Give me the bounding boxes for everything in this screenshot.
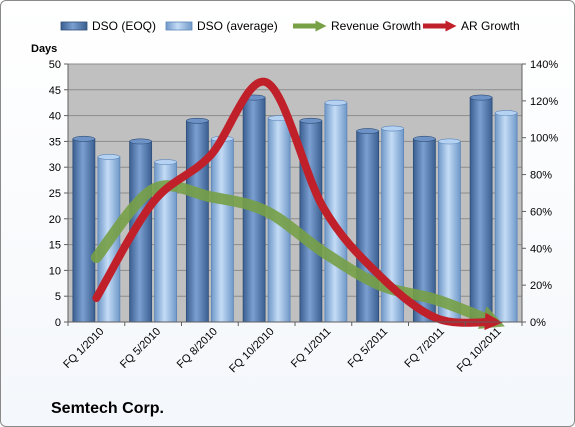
legend-item: AR Growth [423,19,520,33]
legend-label: DSO (average) [197,19,278,33]
ar-growth-line [92,77,503,331]
y-tick-label: 40 [49,111,61,123]
x-tick-label: FQ 10/2011 [455,326,504,375]
y2-tick-label: 120% [530,96,558,108]
legend-item: DSO (EOQ) [60,19,156,33]
bar-dso-average [381,125,405,323]
legend-swatch [165,21,193,31]
y2-tick-label: 0% [530,317,546,329]
company-name: Semtech Corp. [51,400,164,417]
bar-dso-average [210,135,234,323]
bar-dso-eoq [469,94,493,323]
x-tick-label: FQ 5/2010 [118,326,163,371]
y2-tick-label: 60% [530,206,552,218]
bar-dso-average [154,159,178,323]
bar-dso-eoq [356,128,380,323]
legend-label: DSO (EOQ) [92,19,156,33]
y2-tick-label: 100% [530,133,558,145]
legend: DSO (EOQ) DSO (average) Revenue Growth AR G… [60,19,520,33]
y-tick-label: 50 [49,59,61,71]
y-tick-label: 20 [49,214,61,226]
y2-tick-label: 140% [530,59,558,71]
revenue-growth-line [90,180,505,329]
x-tick-label: FQ 1/2010 [61,326,106,371]
x-tick-label: FQ 10/2010 [227,326,277,376]
y-tick-label: 25 [49,188,61,200]
y2-tick-label: 20% [530,280,552,292]
y2-tick-label: 80% [530,170,552,182]
legend-swatch [60,21,88,31]
bars [72,94,518,323]
y-tick-label: 0 [55,317,61,329]
y2-tick-label: 40% [530,243,552,255]
legend-item: DSO (average) [165,19,278,33]
x-tick-label: FQ 8/2010 [175,326,220,371]
legend-label: AR Growth [461,19,520,33]
legend-label: Revenue Growth [331,19,421,33]
growth-lines [90,77,505,331]
y-tick-label: 5 [55,291,61,303]
bar-dso-average [494,110,518,323]
y-tick-label: 10 [49,265,61,277]
x-tick-label: FQ 7/2011 [402,326,447,371]
bar-dso-eoq [72,135,96,323]
y-axis-title: Days [31,43,57,55]
x-tick-label: FQ 1/2011 [289,326,334,371]
legend-item: Revenue Growth [293,19,421,33]
y-tick-label: 35 [49,136,61,148]
x-tick-label: FQ 5/2011 [346,326,391,371]
y-tick-label: 15 [49,240,61,252]
bar-dso-eoq [412,135,436,323]
y-tick-label: 45 [49,85,61,97]
bar-dso-average [437,138,461,323]
bar-dso-eoq [185,117,209,323]
y-tick-label: 30 [49,162,61,174]
